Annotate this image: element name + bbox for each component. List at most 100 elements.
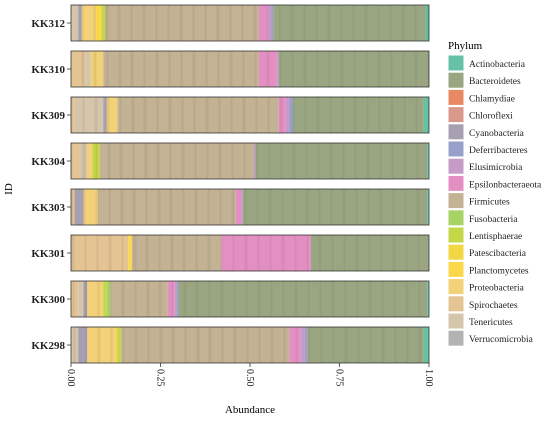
legend-swatch <box>447 243 465 261</box>
segment-KK310-spirochaetes <box>71 51 86 87</box>
x-tick-label: 0.50 <box>244 369 255 387</box>
bar-KK309 <box>70 96 430 134</box>
legend-item-bacteroidetes: Bacteroidetes <box>447 71 521 89</box>
segment-KK301-epsilonbacteraeota <box>221 235 311 271</box>
segment-KK298-firmicutes <box>121 327 290 363</box>
legend-item-lentisphaerae: Lentisphaerae <box>447 226 522 244</box>
legend-swatch <box>447 157 465 175</box>
segment-KK304-firmicutes <box>99 143 254 179</box>
legend-label: Chlamydiae <box>469 94 515 104</box>
segment-KK304-bacteroidetes <box>255 143 428 179</box>
legend-item-cyanobacteria: Cyanobacteria <box>447 123 525 141</box>
segment-KK312-cyanobacteria <box>78 5 82 41</box>
segment-KK312-actinobacteria <box>425 5 429 41</box>
x-axis: 0.00 0.25 0.50 0.75 1.00 <box>65 363 434 387</box>
segment-KK298-proteobacteria <box>87 327 116 363</box>
legend-title: Phylum <box>448 40 483 52</box>
legend-swatch <box>447 329 465 347</box>
segment-KK309-cyanobacteria <box>103 97 107 133</box>
segment-KK312-elusimicrobia <box>267 5 272 41</box>
segment-KK309-tenericutes <box>74 97 104 133</box>
segment-KK298-patescibacteria <box>115 327 118 363</box>
legend-item-fusobacteria: Fusobacteria <box>447 209 518 227</box>
segment-KK312-deferribacteres <box>271 5 274 41</box>
y-tick-label: KK309 <box>31 110 65 122</box>
segment-KK303-epsilonbacteraeota <box>235 189 242 225</box>
bar-KK303 <box>70 188 430 226</box>
legend-label: Elusimicrobia <box>469 163 523 173</box>
segment-KK310-tenericutes <box>85 51 91 87</box>
segment-KK304-actinobacteria <box>427 143 429 179</box>
segment-KK300-proteobacteria <box>87 281 104 317</box>
bars-layer <box>70 4 430 364</box>
legend-item-tenericutes: Tenericutes <box>447 312 513 330</box>
bar-texture-KK304 <box>70 143 419 179</box>
legend-item-proteobacteria: Proteobacteria <box>447 278 525 296</box>
legend-item-firmicutes: Firmicutes <box>447 192 510 210</box>
bar-KK304 <box>70 142 430 180</box>
legend-swatch <box>447 260 465 278</box>
segment-KK310-elusimicrobia <box>276 51 279 87</box>
segment-KK301-spirochaetes <box>71 235 129 271</box>
y-tick-label: KK312 <box>31 18 65 30</box>
legend-item-chlamydiae: Chlamydiae <box>447 88 515 106</box>
legend-swatch <box>447 140 465 158</box>
bar-KK310 <box>70 50 430 88</box>
segment-KK301-bacteroidetes <box>310 235 429 271</box>
segment-KK298-lentisphaerae <box>117 327 122 363</box>
bar-texture-KK312 <box>70 5 429 41</box>
segment-KK300-elusimicrobia <box>174 281 177 317</box>
segment-KK298-deferribacteres <box>305 327 308 363</box>
y-tick-label: KK310 <box>31 64 65 76</box>
bar-texture-KK303 <box>71 189 420 225</box>
legend-label: Actinobacteria <box>469 60 526 70</box>
segment-KK312-tenericutes <box>71 5 79 41</box>
segment-KK303-bacteroidetes <box>242 189 428 225</box>
bar-KK298 <box>70 326 430 364</box>
segment-KK301-planctomycetes <box>128 235 132 271</box>
segment-KK304-spirochaetes <box>71 143 80 179</box>
bar-texture-KK300 <box>72 281 421 317</box>
segment-KK309-actinobacteria <box>423 97 429 133</box>
legend-item-spirochaetes: Spirochaetes <box>447 295 518 313</box>
segment-KK310-proteobacteria <box>90 51 104 87</box>
legend-label: Cyanobacteria <box>469 129 525 139</box>
segment-KK304-tenericutes <box>79 143 88 179</box>
segment-KK300-deferribacteres <box>176 281 179 317</box>
legend-swatch <box>447 278 465 296</box>
segment-KK312-epsilonbacteraeota <box>258 5 268 41</box>
segment-KK298-elusimicrobia <box>300 327 306 363</box>
y-tick-label: KK303 <box>31 202 65 214</box>
legend-label: Patescibacteria <box>469 249 527 259</box>
legend-label: Bacteroidetes <box>469 77 521 87</box>
segment-KK309-firmicutes <box>117 97 279 133</box>
bar-texture-KK298 <box>73 327 422 363</box>
y-tick-label: KK298 <box>31 340 65 352</box>
segment-KK303-proteobacteria <box>83 189 98 225</box>
legend-swatch <box>447 295 465 313</box>
segment-KK301-firmicutes <box>131 235 222 271</box>
segment-KK309-deferribacteres <box>289 97 293 133</box>
segment-KK309-epsilonbacteraeota <box>278 97 286 133</box>
segment-KK303-actinobacteria <box>427 189 429 225</box>
segment-KK304-lentisphaerae <box>92 143 100 179</box>
segment-KK300-epsilonbacteraeota <box>167 281 175 317</box>
legend: Phylum Actinobacteria Bacteroidetes Chlamy… <box>447 40 542 347</box>
segment-KK309-bacteroidetes <box>292 97 424 133</box>
y-tick-label: KK301 <box>31 248 65 260</box>
segment-KK300-lentisphaerae <box>103 281 107 317</box>
legend-item-chloroflexi: Chloroflexi <box>447 106 513 124</box>
segment-KK309-elusimicrobia <box>285 97 290 133</box>
segment-KK312-bacteroidetes <box>273 5 426 41</box>
x-tick-label: 0.25 <box>155 369 166 387</box>
segment-KK298-tenericutes <box>71 327 79 363</box>
legend-label: Verrucomicrobia <box>469 335 534 345</box>
segment-KK300-bacteroidetes <box>178 281 428 317</box>
legend-item-deferribacteres: Deferribacteres <box>447 140 528 158</box>
legend-label: Fusobacteria <box>469 215 518 225</box>
segment-KK309-spirochaetes <box>71 97 75 133</box>
segment-KK300-actinobacteria <box>427 281 429 317</box>
legend-swatch <box>447 71 465 89</box>
segment-KK298-bacteroidetes <box>307 327 424 363</box>
